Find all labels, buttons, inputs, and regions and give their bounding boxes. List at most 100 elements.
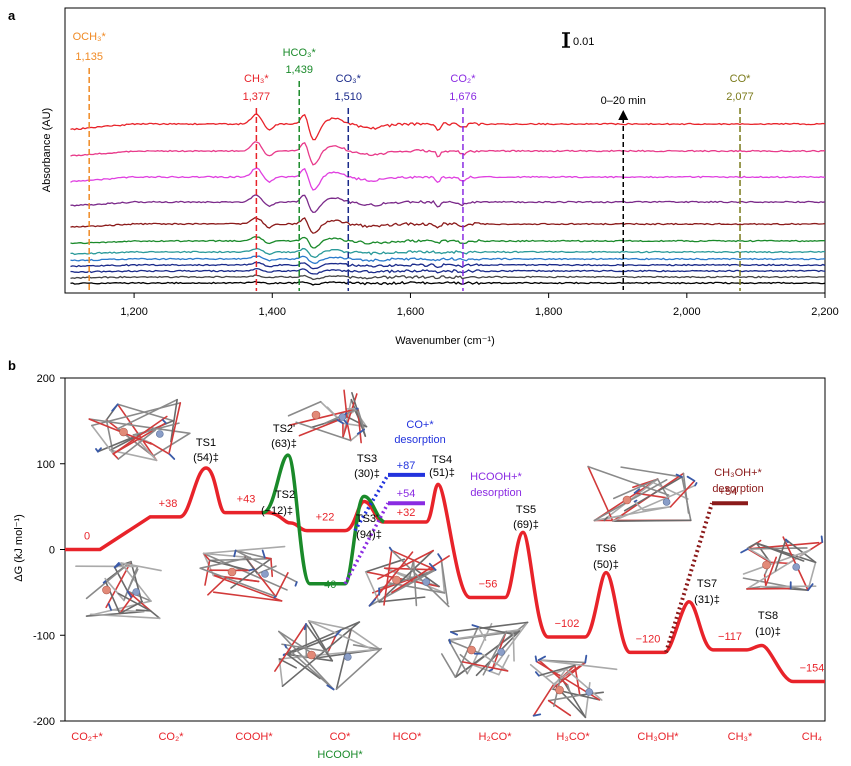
molecule-model: [287, 389, 368, 444]
molecule-model: [274, 620, 383, 691]
green-energy-path: [262, 453, 386, 586]
panel-a-label: a: [8, 8, 16, 23]
green-level-label: −40: [318, 579, 337, 591]
peak-name: CO₂*: [450, 73, 476, 85]
y-tick-label: 100: [37, 459, 55, 471]
level-label: +32: [397, 507, 416, 519]
branch-annotation: desorption: [470, 487, 521, 499]
level-label: −117: [718, 631, 742, 643]
molecule-model: [364, 546, 450, 608]
spectrum-line: [70, 280, 826, 286]
category-label: CH₃*: [728, 731, 753, 743]
spectrum-line: [70, 113, 826, 141]
co-desorption-dashed: [353, 474, 390, 532]
branch-annotation: desorption: [712, 483, 763, 495]
panel-a-x-ticks: 1,200 1,400 1,600 1,800 2,000 2,200: [120, 293, 839, 318]
molecule-structures: [75, 389, 824, 719]
spectrum-line: [70, 247, 826, 259]
peak-value: 1,135: [75, 51, 103, 63]
y-tick-label: -100: [33, 630, 55, 642]
ts-label: TS6: [596, 543, 616, 555]
panel-b-y-ticks: -200 -100 0 100 200: [33, 373, 65, 728]
peak-name: CO*: [730, 73, 752, 85]
ts-note: (94)‡: [356, 529, 382, 541]
x-tick-label: 1,800: [535, 306, 563, 318]
peak-name: HCO₃*: [283, 47, 317, 59]
level-label: −56: [479, 579, 498, 591]
y-tick-label: 0: [49, 545, 55, 557]
category-label: HCO*: [393, 731, 422, 743]
peak-value: 1,439: [285, 64, 313, 76]
ts-label: TS4: [432, 454, 452, 466]
molecule-model: [740, 535, 824, 592]
ts-note: (54)‡: [193, 452, 219, 464]
category-label: CO₂*: [158, 731, 184, 743]
peak-value: 1,676: [449, 91, 477, 103]
branch-value: +54: [719, 486, 738, 498]
energy-labels: 0 +38 +43 +22 +32 −56 −102 −120 −117 −154 −40 TS1 (5…: [84, 419, 824, 675]
ts-label: TS2: [275, 489, 295, 501]
panel-a-x-label: Wavenumber (cm⁻¹): [395, 335, 495, 347]
panel-a-chart: OCH₃* 1,135 CH₃* 1,377 HCO₃* 1,439 CO₃* 1,510 CO…: [41, 7, 839, 347]
category-label: COOH*: [235, 731, 273, 743]
spectrum-line: [70, 167, 825, 191]
category-label-hcooh: HCOOH*: [317, 749, 363, 761]
branch-annotation: HCOOH+*: [470, 471, 522, 483]
molecule-model: [88, 398, 191, 462]
level-label: +38: [159, 498, 178, 510]
time-arrow: 0–20 min: [601, 95, 646, 290]
ts-note: (31)‡: [694, 594, 720, 606]
ts-note: (69)‡: [513, 519, 539, 531]
ts-label: TS5: [516, 504, 536, 516]
ts-label: TS2': [273, 423, 295, 435]
ch3oh-desorption-dashed: [664, 502, 714, 653]
spectrum-line: [70, 194, 826, 213]
level-label: −102: [555, 618, 580, 630]
spectrum-line: [70, 261, 826, 270]
ts-note: (10)‡: [755, 626, 781, 638]
peak-value: 1,510: [335, 91, 363, 103]
molecule-model: [529, 654, 618, 719]
scale-bar-label: 0.01: [573, 36, 594, 48]
y-tick-label: 200: [37, 373, 55, 385]
branch-value: +54: [397, 488, 416, 500]
level-label: 0: [84, 531, 90, 543]
panel-b-y-label: ΔG (kJ mol⁻¹): [13, 514, 25, 582]
time-label: 0–20 min: [601, 95, 646, 107]
level-label: −154: [800, 663, 825, 675]
branch-annotation: desorption: [394, 434, 445, 446]
peak-name: OCH₃*: [73, 31, 107, 43]
panel-b-frame: [64, 377, 826, 722]
branch-annotation: CO+*: [406, 419, 434, 431]
energy-paths: [65, 453, 825, 684]
spectrum-line: [70, 236, 826, 249]
panel-b-chart: -200 -100 0 100 200 CO₂+* CO₂* COOH* CO* HCO* H₂C…: [13, 373, 826, 761]
peak-markers: OCH₃* 1,135 CH₃* 1,377 HCO₃* 1,439 CO₃* 1,510 CO…: [73, 31, 754, 291]
ts-note: (30)‡: [354, 468, 380, 480]
peak-name: CO₃*: [336, 73, 362, 85]
x-tick-label: 2,000: [673, 306, 701, 318]
scale-bar: 0.01: [562, 32, 594, 48]
spectrum-line: [70, 216, 826, 234]
category-label: CO₂+*: [71, 731, 103, 743]
molecule-model: [587, 465, 698, 522]
y-tick-label: -200: [33, 716, 55, 728]
category-label: H₂CO*: [479, 731, 513, 743]
ts-label: TS3: [357, 453, 377, 465]
spectrum-line: [70, 255, 826, 265]
branch-annotation: CH₃OH+*: [714, 467, 762, 479]
spectra-group: [70, 113, 826, 286]
category-label: CH₃OH*: [637, 731, 679, 743]
spectrum-line: [70, 274, 826, 281]
panel-b-categories: CO₂+* CO₂* COOH* CO* HCO* H₂CO* H₃CO* CH₃OH* CH₃…: [71, 731, 822, 761]
x-tick-label: 2,200: [811, 306, 839, 318]
x-tick-label: 1,400: [259, 306, 287, 318]
molecule-model: [75, 560, 162, 620]
category-label: H₃CO*: [556, 731, 590, 743]
peak-value: 1,377: [243, 91, 271, 103]
hcooh-desorption-dashed: [343, 502, 390, 585]
level-label: +22: [316, 512, 335, 524]
category-label: CO*: [330, 731, 352, 743]
spectrum-line: [70, 267, 826, 275]
ts-label: TS3': [356, 513, 378, 525]
